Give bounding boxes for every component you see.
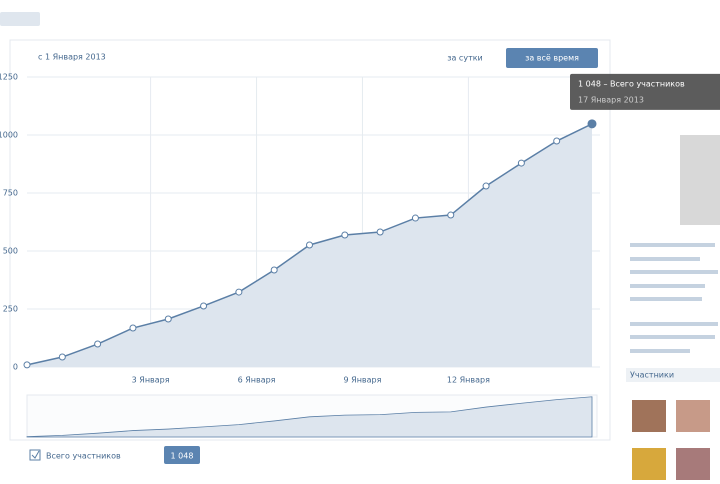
x-tick-label: 12 Января (447, 376, 490, 385)
members-title: Участники (630, 371, 674, 380)
point (482, 182, 490, 190)
sidebar-links (630, 243, 718, 353)
x-tick-label: 6 Января (238, 376, 276, 385)
member-photo[interactable] (632, 448, 666, 480)
point (235, 288, 243, 296)
member-photo[interactable] (632, 400, 666, 432)
subtitle: с 1 Января 2013 (38, 53, 106, 62)
point (447, 211, 455, 219)
check (31, 450, 40, 459)
y-tick-label: 750 (3, 189, 18, 198)
checkbox[interactable] (29, 449, 41, 461)
point (376, 228, 384, 236)
button-label[interactable]: за сутки (447, 54, 483, 63)
x-tick-label: 9 Января (344, 376, 382, 385)
chart-frame (9, 39, 611, 441)
y-tick-label: 250 (3, 305, 18, 314)
legend-value: 1 048 (171, 452, 194, 461)
point (200, 302, 208, 310)
navigator-area (26, 396, 593, 438)
point (341, 231, 349, 239)
point (517, 159, 525, 167)
tooltip-value: 1 048 – Всего участников (578, 79, 685, 88)
tooltip-date: 17 Января 2013 (578, 95, 644, 104)
legend-value-box (164, 446, 200, 464)
y-tick-label: 1250 (0, 73, 18, 82)
members-header (626, 368, 720, 382)
point (270, 266, 278, 274)
y-tick-label: 500 (3, 247, 18, 256)
point (58, 353, 66, 361)
member-photo[interactable] (676, 448, 710, 480)
point (306, 241, 313, 249)
plot: 0 250 500 750 1000 1250 3 Января 6 Января 9 Янва… (0, 73, 720, 438)
button-active[interactable] (506, 48, 598, 68)
point (587, 119, 597, 129)
y-tick-label: 0 (13, 363, 18, 372)
member-photo[interactable] (676, 400, 710, 432)
x-tick-label: 3 Января (132, 376, 170, 385)
point (411, 214, 419, 222)
point (94, 340, 102, 348)
button-label[interactable]: за всё время (525, 54, 579, 63)
point (164, 315, 172, 323)
y-tick-label: 1000 (0, 131, 18, 140)
avatar (680, 135, 720, 225)
point (129, 324, 137, 332)
button[interactable] (432, 48, 498, 68)
point (23, 361, 31, 369)
tooltip (570, 73, 720, 110)
point (553, 137, 561, 145)
legend-label[interactable]: Всего участников (46, 452, 121, 461)
tab[interactable] (0, 12, 40, 26)
